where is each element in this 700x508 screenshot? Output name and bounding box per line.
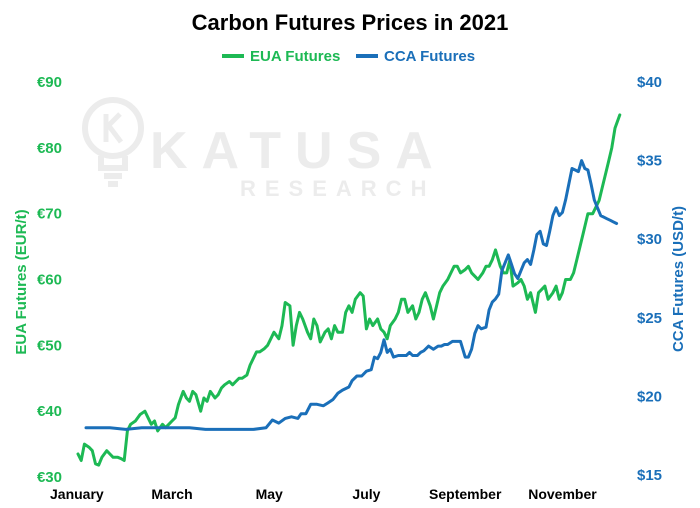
series-line-cca <box>84 159 619 431</box>
lightbulb-logo-icon <box>82 97 144 187</box>
x-tick-label: September <box>429 486 502 502</box>
x-tick-label: May <box>256 486 283 502</box>
legend-label-cca: CCA Futures <box>384 48 475 65</box>
y-left-tick-label: €70 <box>37 206 62 223</box>
y-left-tick-label: €50 <box>37 337 62 354</box>
y-left-tick-label: €40 <box>37 403 62 420</box>
watermark-brand-line1: KATUSA <box>150 122 447 180</box>
y-left-tick-label: €90 <box>37 74 62 91</box>
x-tick-label: January <box>50 486 104 502</box>
series-line-eua <box>76 113 622 467</box>
katusa-watermark: KATUSA RESEARCH <box>82 97 447 201</box>
y-left-axis-title: EUA Futures (EUR/t) <box>13 209 30 354</box>
y-left-tick-label: €60 <box>37 272 62 289</box>
y-right-tick-label: $20 <box>637 388 662 405</box>
x-tick-label: March <box>151 486 192 502</box>
y-left-tick-label: €30 <box>37 469 62 486</box>
x-tick-label: July <box>352 486 380 502</box>
chart-title: Carbon Futures Prices in 2021 <box>192 10 509 35</box>
legend: EUA Futures CCA Futures <box>222 48 475 65</box>
watermark-brand-line2: RESEARCH <box>240 176 435 201</box>
y-right-tick-label: $25 <box>637 310 662 327</box>
y-left-tick-label: €80 <box>37 140 62 157</box>
legend-label-eua: EUA Futures <box>250 48 340 65</box>
y-right-tick-label: $30 <box>637 231 662 248</box>
y-right-axis-title: CCA Futures (USD/t) <box>670 206 687 352</box>
y-right-axis-ticks: $15 $20 $25 $30 $35 $40 <box>637 74 662 484</box>
y-right-tick-label: $40 <box>637 74 662 91</box>
y-right-tick-label: $15 <box>637 467 662 484</box>
y-right-tick-label: $35 <box>637 153 662 170</box>
x-axis-ticks: January March May July September November <box>50 486 597 502</box>
x-tick-label: November <box>528 486 597 502</box>
y-left-axis-ticks: €30 €40 €50 €60 €70 €80 €90 <box>37 74 62 486</box>
